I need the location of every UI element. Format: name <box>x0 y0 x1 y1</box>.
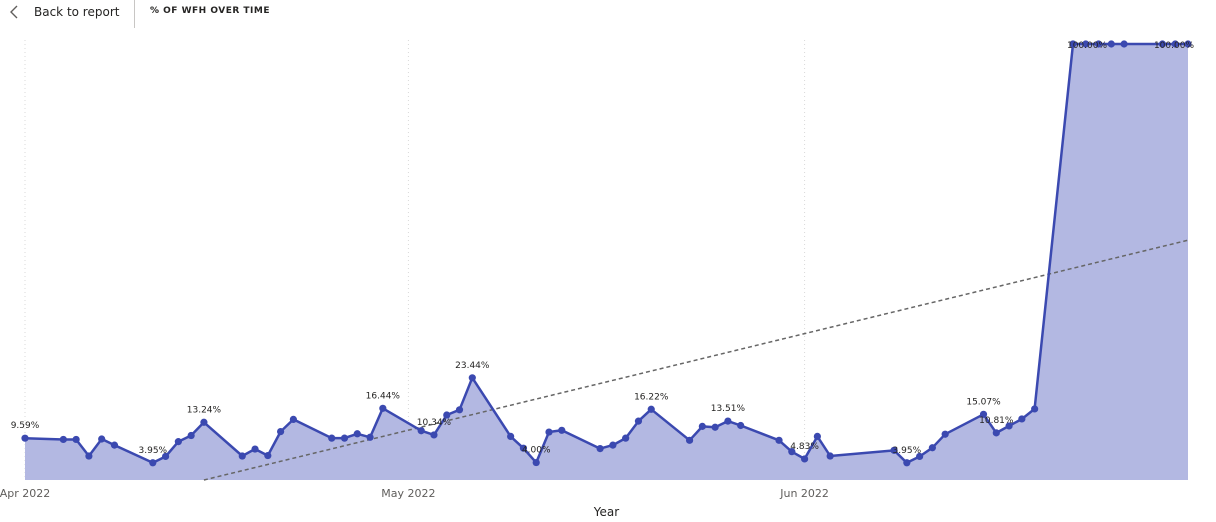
data-label: 4.00% <box>522 446 551 456</box>
data-point[interactable] <box>354 430 361 437</box>
data-label: 10.81% <box>979 416 1014 426</box>
data-label: 4.83% <box>790 442 819 452</box>
data-point[interactable] <box>21 435 28 442</box>
data-point[interactable] <box>456 406 463 413</box>
data-point[interactable] <box>200 419 207 426</box>
data-point[interactable] <box>903 459 910 466</box>
data-label: 23.44% <box>455 361 490 371</box>
x-tick-label: May 2022 <box>381 487 435 500</box>
data-point[interactable] <box>929 444 936 451</box>
data-point[interactable] <box>686 437 693 444</box>
data-point[interactable] <box>558 427 565 434</box>
data-point[interactable] <box>379 405 386 412</box>
data-point[interactable] <box>699 423 706 430</box>
data-label: 16.44% <box>366 391 401 401</box>
x-tick-label: Jun 2022 <box>779 487 829 500</box>
data-point[interactable] <box>430 431 437 438</box>
data-point[interactable] <box>264 452 271 459</box>
data-label: 16.22% <box>634 392 669 402</box>
data-point[interactable] <box>251 445 258 452</box>
data-point[interactable] <box>597 445 604 452</box>
data-label: 100.00% <box>1067 41 1107 51</box>
data-point[interactable] <box>277 428 284 435</box>
x-tick-label: Apr 2022 <box>0 487 50 500</box>
data-point[interactable] <box>545 428 552 435</box>
data-point[interactable] <box>609 442 616 449</box>
data-point[interactable] <box>622 435 629 442</box>
data-point[interactable] <box>1018 415 1025 422</box>
data-point[interactable] <box>814 433 821 440</box>
data-label: 9.59% <box>11 421 40 431</box>
data-point[interactable] <box>175 438 182 445</box>
data-label: 100.00% <box>1154 41 1194 51</box>
data-point[interactable] <box>635 418 642 425</box>
data-point[interactable] <box>712 424 719 431</box>
data-point[interactable] <box>801 455 808 462</box>
series-line <box>25 44 1188 463</box>
data-point[interactable] <box>328 435 335 442</box>
data-point[interactable] <box>469 374 476 381</box>
data-point[interactable] <box>149 459 156 466</box>
data-label: 3.95% <box>893 446 922 456</box>
data-point[interactable] <box>533 459 540 466</box>
data-point[interactable] <box>1031 405 1038 412</box>
data-point[interactable] <box>341 435 348 442</box>
data-point[interactable] <box>60 436 67 443</box>
data-label: 15.07% <box>966 397 1001 407</box>
data-point[interactable] <box>290 416 297 423</box>
data-label: 10.34% <box>417 418 452 428</box>
data-point[interactable] <box>111 442 118 449</box>
data-label: 3.95% <box>139 446 168 456</box>
data-point[interactable] <box>775 437 782 444</box>
data-point[interactable] <box>366 434 373 441</box>
data-point[interactable] <box>98 435 105 442</box>
data-point[interactable] <box>239 452 246 459</box>
data-point[interactable] <box>507 433 514 440</box>
data-point[interactable] <box>993 429 1000 436</box>
data-point[interactable] <box>942 431 949 438</box>
data-point[interactable] <box>724 417 731 424</box>
data-point[interactable] <box>188 432 195 439</box>
data-point[interactable] <box>418 427 425 434</box>
data-point[interactable] <box>1108 40 1115 47</box>
data-point[interactable] <box>73 436 80 443</box>
data-point[interactable] <box>827 452 834 459</box>
data-label: 13.24% <box>187 405 222 415</box>
data-point[interactable] <box>1120 40 1127 47</box>
data-label: 13.51% <box>711 404 746 414</box>
data-point[interactable] <box>737 422 744 429</box>
data-point[interactable] <box>648 406 655 413</box>
data-point[interactable] <box>85 452 92 459</box>
x-axis-title: Year <box>593 505 619 519</box>
